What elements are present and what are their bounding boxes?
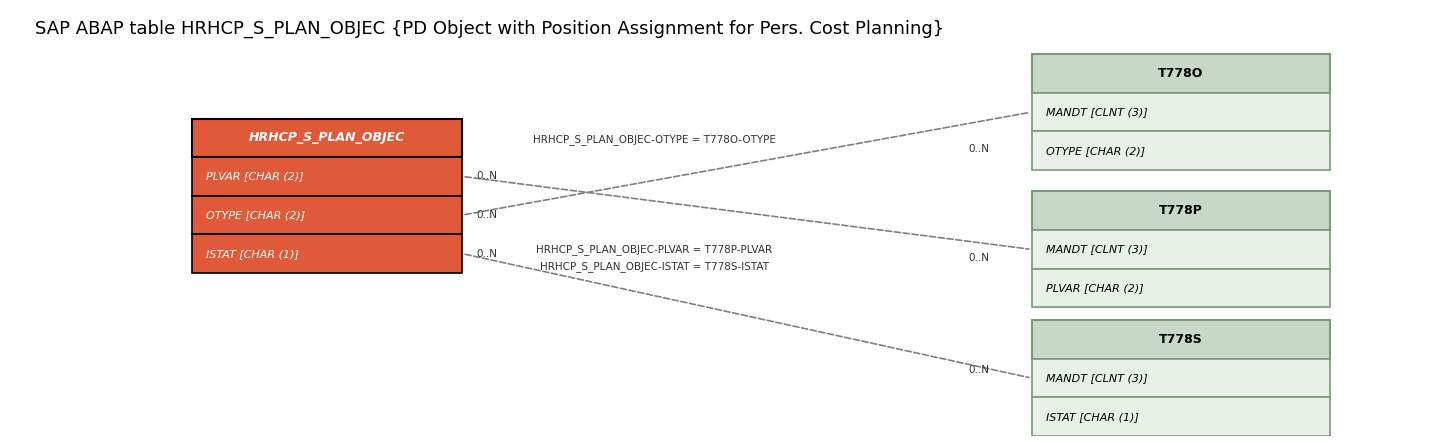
FancyBboxPatch shape — [193, 119, 463, 157]
Text: ISTAT [CHAR (1)]: ISTAT [CHAR (1)] — [205, 249, 299, 259]
Text: MANDT [CLNT (3)]: MANDT [CLNT (3)] — [1046, 107, 1148, 117]
FancyBboxPatch shape — [1032, 93, 1331, 132]
Text: 0..N: 0..N — [477, 210, 497, 220]
FancyBboxPatch shape — [193, 196, 463, 234]
FancyBboxPatch shape — [193, 157, 463, 196]
Text: T778O: T778O — [1158, 67, 1204, 80]
FancyBboxPatch shape — [1032, 132, 1331, 170]
Text: 0..N: 0..N — [969, 365, 989, 374]
Text: HRHCP_S_PLAN_OBJEC: HRHCP_S_PLAN_OBJEC — [249, 131, 405, 144]
Text: PLVAR [CHAR (2)]: PLVAR [CHAR (2)] — [1046, 283, 1144, 293]
Text: 0..N: 0..N — [477, 171, 497, 182]
FancyBboxPatch shape — [1032, 269, 1331, 307]
FancyBboxPatch shape — [193, 234, 463, 273]
FancyBboxPatch shape — [1032, 230, 1331, 269]
Text: HRHCP_S_PLAN_OBJEC-ISTAT = T778S-ISTAT: HRHCP_S_PLAN_OBJEC-ISTAT = T778S-ISTAT — [540, 261, 769, 272]
Text: ISTAT [CHAR (1)]: ISTAT [CHAR (1)] — [1046, 412, 1138, 422]
Text: 0..N: 0..N — [477, 249, 497, 259]
Text: T778S: T778S — [1160, 333, 1203, 346]
Text: 0..N: 0..N — [969, 253, 989, 263]
FancyBboxPatch shape — [1032, 54, 1331, 93]
Text: HRHCP_S_PLAN_OBJEC-PLVAR = T778P-PLVAR: HRHCP_S_PLAN_OBJEC-PLVAR = T778P-PLVAR — [536, 244, 773, 255]
Text: 0..N: 0..N — [969, 144, 989, 154]
FancyBboxPatch shape — [1032, 359, 1331, 397]
FancyBboxPatch shape — [1032, 397, 1331, 436]
Text: HRHCP_S_PLAN_OBJEC-OTYPE = T778O-OTYPE: HRHCP_S_PLAN_OBJEC-OTYPE = T778O-OTYPE — [533, 135, 776, 145]
FancyBboxPatch shape — [1032, 191, 1331, 230]
Text: PLVAR [CHAR (2)]: PLVAR [CHAR (2)] — [205, 171, 303, 182]
FancyBboxPatch shape — [1032, 320, 1331, 359]
Text: MANDT [CLNT (3)]: MANDT [CLNT (3)] — [1046, 245, 1148, 254]
Text: MANDT [CLNT (3)]: MANDT [CLNT (3)] — [1046, 373, 1148, 383]
Text: SAP ABAP table HRHCP_S_PLAN_OBJEC {PD Object with Position Assignment for Pers. : SAP ABAP table HRHCP_S_PLAN_OBJEC {PD Ob… — [36, 20, 944, 38]
Text: OTYPE [CHAR (2)]: OTYPE [CHAR (2)] — [205, 210, 305, 220]
Text: T778P: T778P — [1160, 204, 1203, 217]
Text: OTYPE [CHAR (2)]: OTYPE [CHAR (2)] — [1046, 146, 1145, 155]
